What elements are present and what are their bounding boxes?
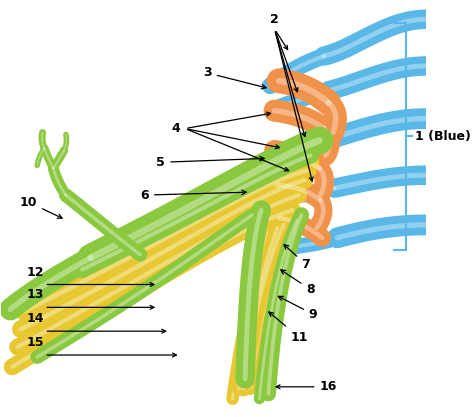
Text: 3: 3 [203,66,266,89]
Text: 6: 6 [140,188,246,201]
Text: 12: 12 [27,266,44,279]
Text: 13: 13 [27,289,44,301]
Text: 16: 16 [319,380,337,393]
Text: 4: 4 [172,122,181,135]
Text: 5: 5 [156,156,264,169]
Text: 11: 11 [269,312,308,344]
Text: 8: 8 [281,270,315,296]
Text: 9: 9 [278,296,318,321]
Text: 14: 14 [27,312,44,325]
Text: 15: 15 [27,336,44,349]
Text: 10: 10 [19,196,62,218]
Text: 7: 7 [284,245,310,271]
Text: 1 (Blue): 1 (Blue) [415,130,471,143]
Text: 2: 2 [270,13,279,26]
